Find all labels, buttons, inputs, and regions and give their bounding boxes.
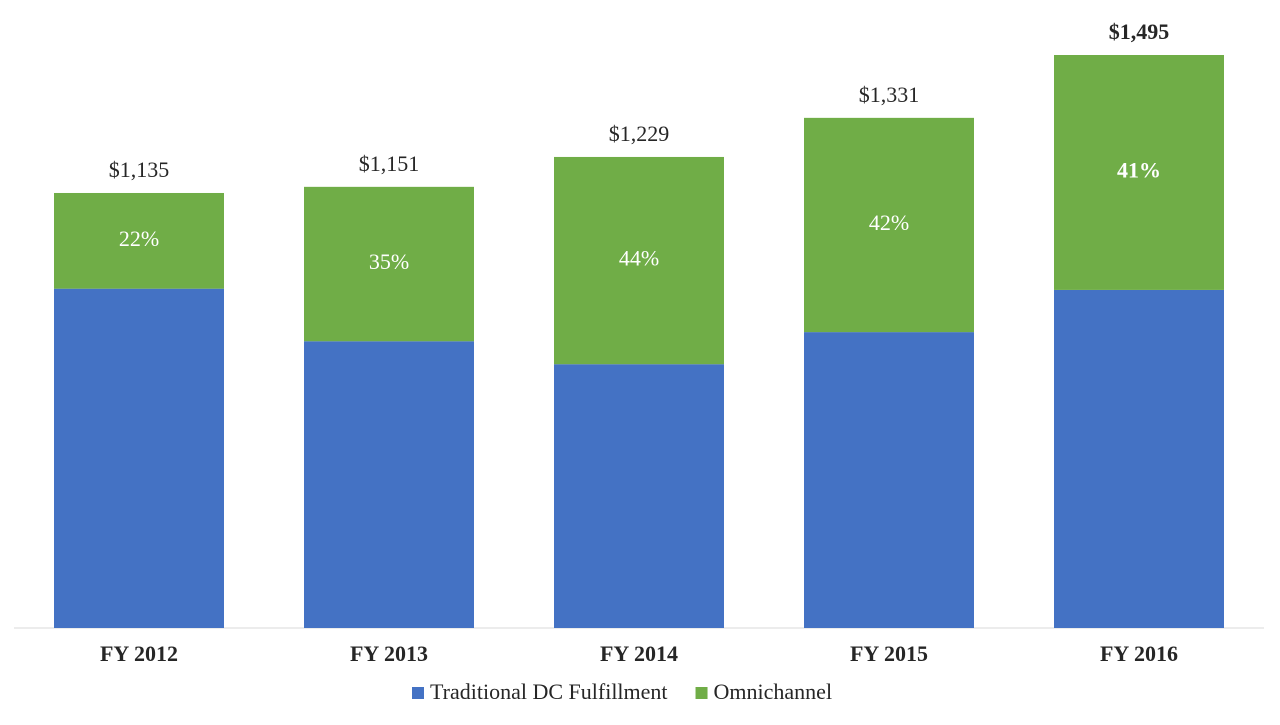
value-label: 22% [119,226,159,251]
total-label: $1,495 [1109,19,1170,44]
legend-swatch [412,687,424,699]
value-label: 44% [619,246,659,271]
bar-segment [554,364,724,628]
bar-segment [1054,289,1224,628]
x-tick-label: FY 2016 [1100,641,1178,666]
bar-segment [1054,55,1224,290]
value-label: 41% [1117,158,1161,183]
bar-segment [554,156,724,365]
bar-segment [54,288,224,628]
x-tick-label: FY 2015 [850,641,928,666]
bar-segment [804,332,974,628]
x-tick-label: FY 2013 [350,641,428,666]
total-label: $1,151 [359,151,420,176]
legend-label: Omnichannel [714,679,833,704]
value-label: 35% [369,249,409,274]
x-tick-label: FY 2014 [600,641,678,666]
total-label: $1,229 [609,121,670,146]
total-label: $1,331 [859,82,920,107]
x-tick-label: FY 2012 [100,641,178,666]
bar-segment [304,341,474,628]
legend-swatch [695,687,708,699]
total-label: $1,135 [109,157,170,182]
bar-segment [304,186,474,342]
bar-segment [804,117,974,333]
value-label: 42% [869,210,909,235]
legend-label: Traditional DC Fulfillment [430,679,668,704]
bar-segment [54,192,224,289]
